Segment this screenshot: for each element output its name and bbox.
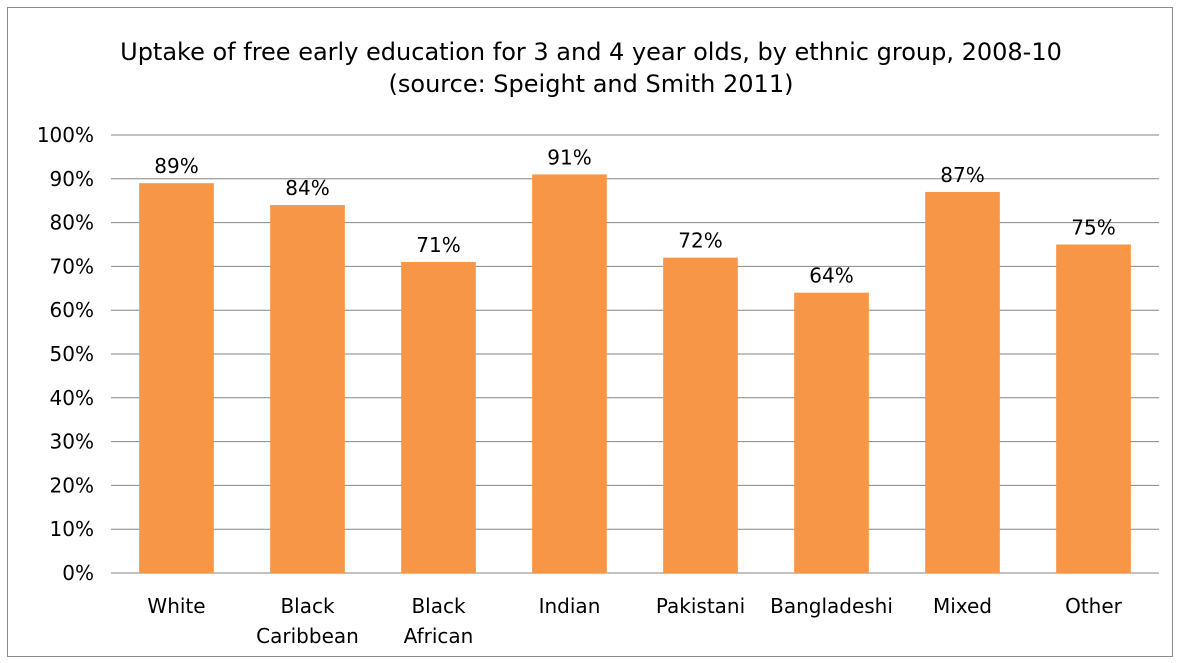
- category-label: Other: [1065, 594, 1123, 618]
- category-label: African: [404, 624, 474, 648]
- bar: [663, 257, 738, 573]
- bar: [532, 174, 607, 574]
- data-label: 75%: [1071, 216, 1115, 240]
- data-label: 89%: [154, 154, 198, 178]
- data-label: 91%: [547, 145, 591, 169]
- chart-title: Uptake of free early education for 3 and…: [8, 36, 1174, 100]
- chart-frame: Uptake of free early education for 3 and…: [7, 7, 1173, 657]
- data-label: 87%: [940, 163, 984, 187]
- bar: [139, 183, 214, 573]
- category-label: Black: [411, 594, 466, 618]
- bar: [925, 191, 1000, 573]
- bar: [794, 292, 869, 573]
- y-tick-label: 90%: [50, 167, 94, 191]
- category-label: Indian: [539, 594, 601, 618]
- bar: [270, 205, 345, 573]
- y-tick-label: 100%: [37, 123, 94, 147]
- chart-title-line-1: Uptake of free early education for 3 and…: [120, 38, 1062, 66]
- data-label: 84%: [285, 176, 329, 200]
- y-tick-label: 0%: [62, 561, 94, 585]
- category-label: Bangladeshi: [770, 594, 893, 618]
- category-label: Black: [280, 594, 335, 618]
- data-label: 72%: [678, 229, 722, 253]
- data-label: 64%: [809, 264, 853, 288]
- y-tick-label: 10%: [50, 517, 94, 541]
- data-label: 71%: [416, 233, 460, 257]
- y-tick-label: 40%: [50, 386, 94, 410]
- category-label: White: [147, 594, 205, 618]
- y-tick-label: 20%: [50, 473, 94, 497]
- y-tick-label: 50%: [50, 342, 94, 366]
- bar: [1056, 244, 1131, 573]
- category-label: Mixed: [933, 594, 992, 618]
- bar-chart: 0% 10% 20% 30% 40% 50% 60% 70% 80% 90% 100% 89% Whit…: [37, 123, 1159, 648]
- y-tick-label: 80%: [50, 211, 94, 235]
- y-tick-label: 30%: [50, 430, 94, 454]
- bar: [401, 262, 476, 573]
- y-tick-label: 60%: [50, 298, 94, 322]
- y-tick-label: 70%: [50, 254, 94, 278]
- category-label: Pakistani: [656, 594, 745, 618]
- chart-title-line-2: (source: Speight and Smith 2011): [388, 70, 794, 98]
- category-label: Caribbean: [256, 624, 359, 648]
